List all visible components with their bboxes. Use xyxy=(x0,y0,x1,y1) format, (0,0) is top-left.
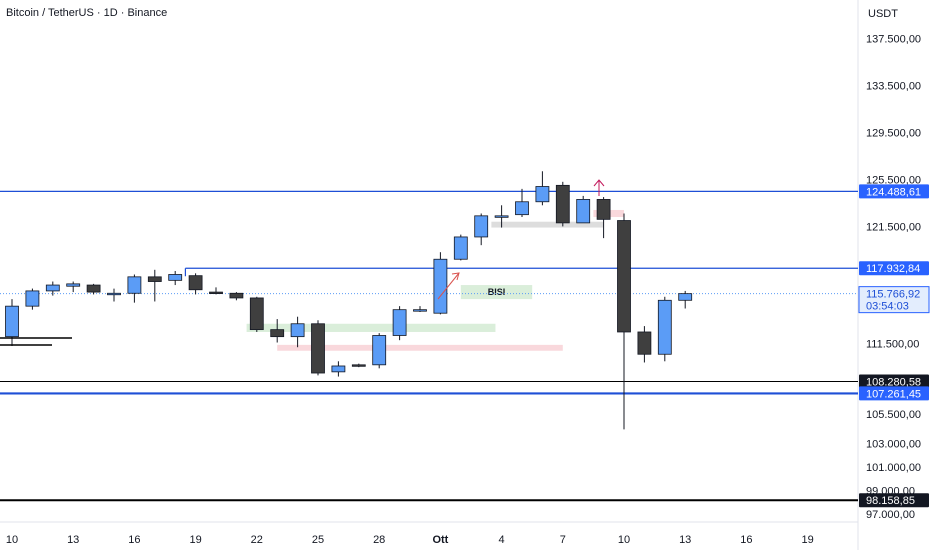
x-tick-3: 19 xyxy=(189,534,201,546)
zone-2 xyxy=(277,344,563,351)
price-badge-4-bg xyxy=(859,493,929,508)
x-tick-0: 10 xyxy=(6,534,18,546)
candle-body-19 xyxy=(392,309,407,336)
y-tick-5: 111.500,00 xyxy=(866,339,919,351)
x-tick-4: 22 xyxy=(251,534,263,546)
x-tick-13: 19 xyxy=(801,534,813,546)
candle-body-26 xyxy=(535,186,550,203)
y-tick-6: 105.500,00 xyxy=(866,409,921,421)
candle-body-9 xyxy=(188,275,203,291)
last-price-badge-bg xyxy=(858,286,930,314)
price-badge-2-bg xyxy=(859,374,929,389)
candle-body-2 xyxy=(45,284,60,292)
chart-title: Bitcoin / TetherUS · 1D · Binance xyxy=(6,7,167,19)
price-badge-0-bg xyxy=(859,184,929,199)
candle-body-14 xyxy=(290,323,305,338)
candle-body-23 xyxy=(474,215,489,238)
x-tick-7: Ott xyxy=(432,534,448,546)
candle-body-27 xyxy=(555,184,570,224)
candle-body-29 xyxy=(596,199,611,220)
candle-body-17 xyxy=(351,364,366,367)
candle-body-5 xyxy=(107,292,121,296)
y-tick-3: 125.500,00 xyxy=(866,174,921,186)
candle-body-21 xyxy=(433,258,448,314)
x-tick-1: 13 xyxy=(67,534,79,546)
candle-body-11 xyxy=(229,292,244,299)
y-tick-1: 133.500,00 xyxy=(866,81,921,93)
zone-0 xyxy=(246,323,496,332)
candle-body-33 xyxy=(678,293,693,301)
x-tick-11: 13 xyxy=(679,534,691,546)
candles-layer xyxy=(5,171,693,430)
price-badge-4-text: 98.158,85 xyxy=(866,495,915,507)
price-badges: 124.488,61 117.932,84 108.280,58107.261,45… xyxy=(858,184,930,508)
candle-body-31 xyxy=(637,331,652,355)
x-tick-5: 25 xyxy=(312,534,324,546)
up-arrow-icon xyxy=(593,179,605,187)
y-tick-8: 101.000,00 xyxy=(866,462,921,474)
candle-body-13 xyxy=(270,329,285,338)
x-tick-10: 10 xyxy=(618,534,630,546)
y-tick-0: 137.500,00 xyxy=(866,34,921,46)
candle-body-18 xyxy=(372,335,387,366)
zone-label-1: BISI xyxy=(488,287,506,297)
annotations xyxy=(0,179,605,346)
candle-body-28 xyxy=(576,199,591,224)
time-axis-ticks: 10 13 16 19 22 25 28 Ott 4 7 10 13 16 19 xyxy=(6,534,814,546)
candle-body-24 xyxy=(494,215,509,218)
candle-body-3 xyxy=(66,283,81,287)
y-tick-2: 129.500,00 xyxy=(866,128,921,140)
candle-body-15 xyxy=(311,323,325,374)
price-badge-3-bg xyxy=(859,386,929,401)
trend-arrow-line xyxy=(437,272,460,300)
candle-body-4 xyxy=(86,284,101,293)
y-tick-10: 97.000,00 xyxy=(866,509,915,521)
trend-arrow-head-icon xyxy=(451,272,460,281)
y-tick-4: 121.500,00 xyxy=(866,221,921,233)
candle-body-22 xyxy=(453,236,468,260)
candle-body-12 xyxy=(249,297,264,331)
last-price-badge-text: 115.766,92 xyxy=(866,289,920,301)
candle-body-20 xyxy=(413,309,427,312)
candle-body-30 xyxy=(617,220,631,333)
candle-body-16 xyxy=(331,365,346,373)
countdown-text: 03:54:03 xyxy=(866,301,909,313)
zone-3 xyxy=(491,221,604,228)
x-tick-12: 16 xyxy=(740,534,752,546)
price-badge-0-text: 124.488,61 xyxy=(866,186,921,198)
candle-body-7 xyxy=(147,276,162,282)
candle-body-8 xyxy=(168,274,183,281)
x-tick-9: 7 xyxy=(560,534,566,546)
currency-label: USDT xyxy=(868,8,898,20)
price-axis-ticks: 137.500,00 133.500,00 129.500,00 125.500,00… xyxy=(866,34,921,521)
candle-body-6 xyxy=(127,276,142,294)
candle-body-32 xyxy=(657,299,672,355)
price-badge-2-text: 108.280,58 xyxy=(866,376,921,388)
candle-body-1 xyxy=(25,290,40,307)
x-tick-2: 16 xyxy=(128,534,140,546)
candle-body-0 xyxy=(5,305,19,338)
horizontal-lines-layer xyxy=(0,190,858,502)
price-badge-1-bg xyxy=(859,261,929,276)
zone-1 xyxy=(460,285,533,300)
x-tick-8: 4 xyxy=(499,534,505,546)
price-badge-1-text: 117.932,84 xyxy=(866,263,920,275)
y-tick-7: 103.000,00 xyxy=(866,438,921,450)
x-tick-6: 28 xyxy=(373,534,385,546)
candle-body-25 xyxy=(515,201,529,216)
candle-body-10 xyxy=(209,291,223,294)
price-badge-3-text: 107.261,45 xyxy=(866,388,921,400)
